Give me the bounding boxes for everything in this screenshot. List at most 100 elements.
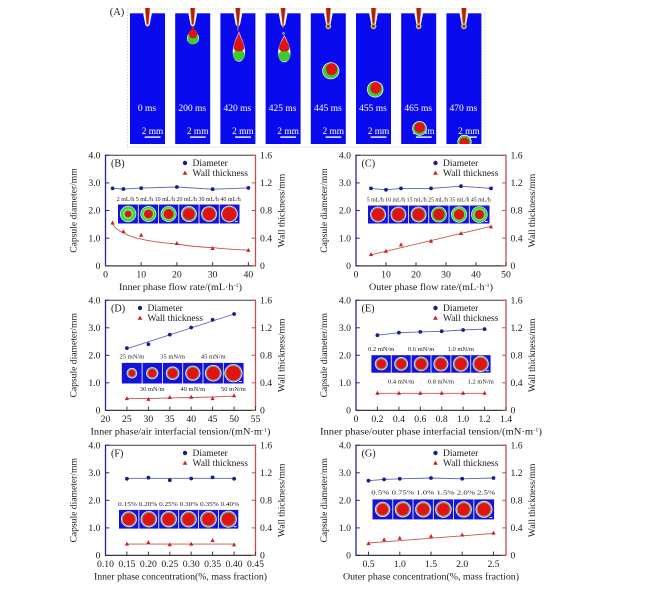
svg-text:1.6: 1.6: [511, 150, 523, 161]
svg-text:2 mm: 2 mm: [322, 127, 344, 137]
svg-text:1.2: 1.2: [260, 468, 272, 479]
svg-text:Diameter: Diameter: [193, 159, 229, 169]
svg-text:1.2: 1.2: [479, 414, 491, 425]
svg-text:0: 0: [96, 261, 101, 272]
svg-text:2.0: 2.0: [456, 559, 468, 570]
svg-text:1.2: 1.2: [511, 468, 523, 479]
svg-text:2.0: 2.0: [88, 350, 100, 361]
svg-text:3.0: 3.0: [339, 468, 351, 479]
svg-text:Wall thickness: Wall thickness: [443, 314, 499, 324]
svg-text:(G): (G): [362, 449, 376, 460]
svg-text:2.0: 2.0: [339, 206, 351, 217]
svg-text:470 ms: 470 ms: [450, 104, 478, 114]
svg-text:0: 0: [260, 261, 265, 272]
svg-text:Wall thickness: Wall thickness: [193, 459, 249, 469]
svg-text:1.2: 1.2: [511, 178, 523, 189]
svg-text:1.6: 1.6: [260, 150, 272, 161]
svg-text:2 mm: 2 mm: [368, 127, 390, 137]
svg-text:0.15: 0.15: [118, 559, 135, 570]
svg-text:1.0: 1.0: [88, 523, 100, 534]
svg-text:2.5: 2.5: [487, 559, 499, 570]
svg-text:45 mN/m: 45 mN/m: [201, 354, 226, 361]
svg-text:20: 20: [172, 270, 182, 281]
svg-text:445 ms: 445 ms: [314, 104, 342, 114]
svg-text:455 ms: 455 ms: [359, 104, 387, 114]
svg-text:(E): (E): [362, 304, 375, 315]
svg-text:1.5: 1.5: [425, 559, 437, 570]
svg-text:40 mN/m: 40 mN/m: [180, 386, 205, 393]
svg-text:0.4: 0.4: [260, 378, 272, 389]
svg-text:Wall thickness: Wall thickness: [193, 169, 249, 179]
svg-text:Outer phase concentration(%, m: Outer phase concentration(%, mass fracti…: [343, 572, 519, 582]
svg-text:20: 20: [411, 270, 421, 281]
svg-text:0.2: 0.2: [371, 414, 383, 425]
svg-text:2.0: 2.0: [88, 495, 100, 506]
svg-text:3.0: 3.0: [88, 178, 100, 189]
svg-text:2 mL/h 5 mL/h 10 mL/h 20 mL/h: 2 mL/h 5 mL/h 10 mL/h 20 mL/h 30 mL/h 40…: [117, 196, 242, 203]
svg-text:0.8: 0.8: [260, 495, 272, 506]
svg-text:Wall thickness/mm: Wall thickness/mm: [527, 173, 538, 247]
svg-text:Wall thickness/mm: Wall thickness/mm: [527, 318, 538, 392]
svg-text:0 ms: 0 ms: [138, 104, 157, 114]
svg-text:4.0: 4.0: [88, 440, 100, 451]
svg-text:0.45: 0.45: [247, 559, 264, 570]
svg-text:2.0: 2.0: [339, 495, 351, 506]
svg-text:(C): (C): [362, 159, 376, 170]
svg-text:2 mm: 2 mm: [277, 127, 299, 137]
svg-text:4.0: 4.0: [339, 150, 351, 161]
svg-text:2 mm: 2 mm: [187, 127, 209, 137]
svg-text:0.6 mN/m: 0.6 mN/m: [408, 346, 434, 353]
svg-text:3.0: 3.0: [339, 178, 351, 189]
svg-text:Diameter: Diameter: [443, 304, 479, 314]
svg-text:35 mN/m: 35 mN/m: [160, 354, 185, 361]
svg-text:1.6: 1.6: [511, 440, 523, 451]
svg-text:30: 30: [144, 414, 154, 425]
svg-text:0.25: 0.25: [161, 559, 178, 570]
svg-text:200 ms: 200 ms: [178, 104, 206, 114]
svg-text:1.0: 1.0: [88, 378, 100, 389]
svg-text:0: 0: [103, 270, 108, 281]
svg-text:1.0 mN/m: 1.0 mN/m: [448, 346, 474, 353]
svg-text:30 mN/m: 30 mN/m: [140, 386, 165, 393]
svg-text:425 ms: 425 ms: [269, 104, 297, 114]
svg-text:Inner phase concentration(%, m: Inner phase concentration(%, mass fracti…: [94, 572, 267, 582]
svg-text:0.5: 0.5: [362, 559, 374, 570]
svg-text:0: 0: [346, 551, 351, 562]
svg-text:0: 0: [354, 270, 359, 281]
svg-text:4.0: 4.0: [339, 295, 351, 306]
svg-text:0.4: 0.4: [260, 233, 272, 244]
svg-text:1.2: 1.2: [260, 178, 272, 189]
svg-text:0: 0: [260, 406, 265, 417]
svg-text:2.0: 2.0: [88, 206, 100, 217]
svg-text:50: 50: [501, 270, 511, 281]
svg-text:1.6: 1.6: [260, 295, 272, 306]
svg-text:0.2 mN/m: 0.2 mN/m: [368, 346, 394, 353]
svg-text:Capsule diameter/mm: Capsule diameter/mm: [319, 313, 330, 398]
svg-text:1.2: 1.2: [260, 323, 272, 334]
svg-text:25: 25: [122, 414, 132, 425]
svg-text:Wall thickness: Wall thickness: [443, 169, 499, 179]
svg-text:0.35: 0.35: [204, 559, 221, 570]
svg-text:30: 30: [441, 270, 451, 281]
svg-text:40: 40: [186, 414, 196, 425]
svg-text:2 mm: 2 mm: [142, 127, 164, 137]
svg-text:0.8: 0.8: [511, 350, 523, 361]
svg-text:0: 0: [511, 551, 516, 562]
svg-text:0: 0: [96, 406, 101, 417]
svg-text:(D): (D): [111, 304, 125, 315]
svg-text:0: 0: [354, 414, 359, 425]
svg-text:1.0: 1.0: [394, 559, 406, 570]
svg-text:0.5% 0.75% 1.0% 1.5% 2.0% 2.5%: 0.5% 0.75% 1.0% 1.5% 2.0% 2.5%: [371, 489, 496, 496]
svg-text:0: 0: [346, 406, 351, 417]
svg-text:30: 30: [208, 270, 218, 281]
svg-text:Capsule diameter/mm: Capsule diameter/mm: [69, 168, 80, 253]
svg-text:0.4: 0.4: [511, 523, 523, 534]
svg-text:465 ms: 465 ms: [404, 104, 432, 114]
svg-text:0.4: 0.4: [511, 378, 523, 389]
svg-text:2 mm: 2 mm: [232, 127, 254, 137]
svg-text:55: 55: [251, 414, 261, 425]
svg-text:25 mN/m: 25 mN/m: [120, 354, 145, 361]
svg-text:50: 50: [229, 414, 239, 425]
svg-text:1.0: 1.0: [88, 233, 100, 244]
svg-text:4.0: 4.0: [339, 440, 351, 451]
